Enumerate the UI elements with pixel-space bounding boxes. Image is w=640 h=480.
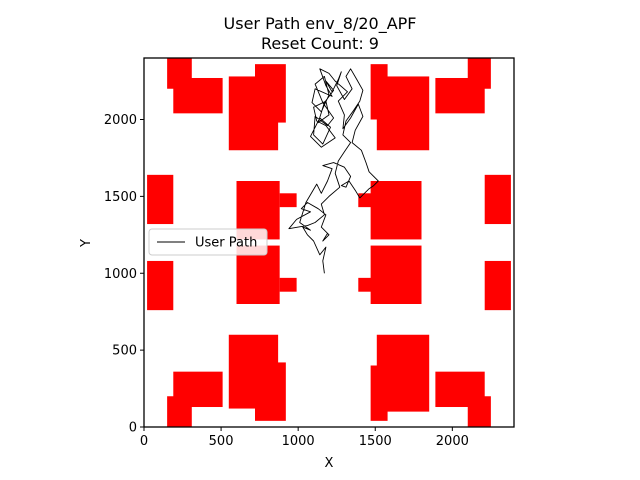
y-tick-label: 1000: [104, 267, 137, 282]
obstacle-18: [370, 181, 422, 240]
obstacle-11: [358, 277, 374, 292]
obstacle-13: [484, 260, 511, 311]
obstacle-14: [147, 174, 174, 225]
obstacle-12: [370, 245, 422, 304]
obstacle-21: [173, 77, 223, 114]
axis-ticks: 0 500 1000 1500 2000 0 500 1000 1500 2000: [104, 113, 469, 449]
x-axis-label: X: [325, 456, 334, 471]
y-tick-label: 0: [129, 421, 137, 436]
obstacle-27: [467, 58, 491, 89]
chart-subtitle: Reset Count: 9: [261, 34, 379, 53]
obstacle-25: [376, 76, 430, 151]
x-tick-label: 1000: [282, 434, 315, 449]
plot-frame: [143, 57, 515, 428]
obstacle-16: [279, 193, 297, 208]
y-axis-label: Y: [79, 239, 94, 248]
obstacle-8: [147, 260, 174, 311]
legend: User Path: [148, 228, 268, 256]
chart-title: User Path env_8/20_APF: [224, 14, 417, 34]
x-tick-label: 1500: [359, 434, 392, 449]
obstacle-7: [467, 396, 491, 427]
obstacle-19: [484, 174, 511, 225]
obstacle-layer: [147, 58, 511, 427]
obstacle-17: [358, 193, 374, 208]
y-tick-label: 2000: [104, 113, 137, 128]
series-line-user-path: [288, 68, 379, 274]
x-tick-label: 0: [140, 434, 148, 449]
obstacle-10: [279, 277, 297, 292]
obstacle-23: [255, 64, 286, 123]
y-tick-label: 500: [112, 344, 137, 359]
legend-box: [148, 228, 268, 256]
y-tick-label: 1500: [104, 190, 137, 205]
x-tick-label: 2000: [436, 434, 469, 449]
user-path-layer: [288, 68, 379, 274]
obstacle-1: [173, 371, 223, 408]
legend-entry-user-path: User Path: [195, 236, 257, 251]
obstacle-3: [255, 362, 286, 421]
obstacle-5: [376, 334, 430, 412]
x-tick-label: 500: [209, 434, 234, 449]
